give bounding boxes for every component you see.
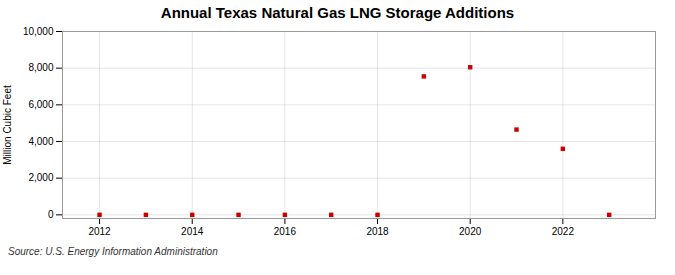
html-text:Annual Texas Natural Gas LNG S: Annual Texas Natural Gas LNG Storage Add… (160, 4, 515, 21)
svg-text:6,000: 6,000 (28, 99, 53, 110)
svg-text:2020: 2020 (459, 226, 482, 237)
svg-text:0: 0 (48, 209, 54, 220)
svg-text:8,000: 8,000 (28, 62, 53, 73)
svg-text:2,000: 2,000 (28, 172, 53, 183)
svg-text:2012: 2012 (88, 226, 111, 237)
svg-text:10,000: 10,000 (23, 26, 54, 37)
svg-text:2022: 2022 (552, 226, 575, 237)
svg-text:2014: 2014 (181, 226, 204, 237)
svg-text:Million Cubic Feet: Million Cubic Feet (2, 85, 13, 165)
svg-text:2018: 2018 (366, 226, 389, 237)
svg-text:2016: 2016 (274, 226, 297, 237)
html-text:Source: U.S. Energy Informatio: Source: U.S. Energy Information Administ… (8, 246, 218, 257)
svg-text:4,000: 4,000 (28, 136, 53, 147)
